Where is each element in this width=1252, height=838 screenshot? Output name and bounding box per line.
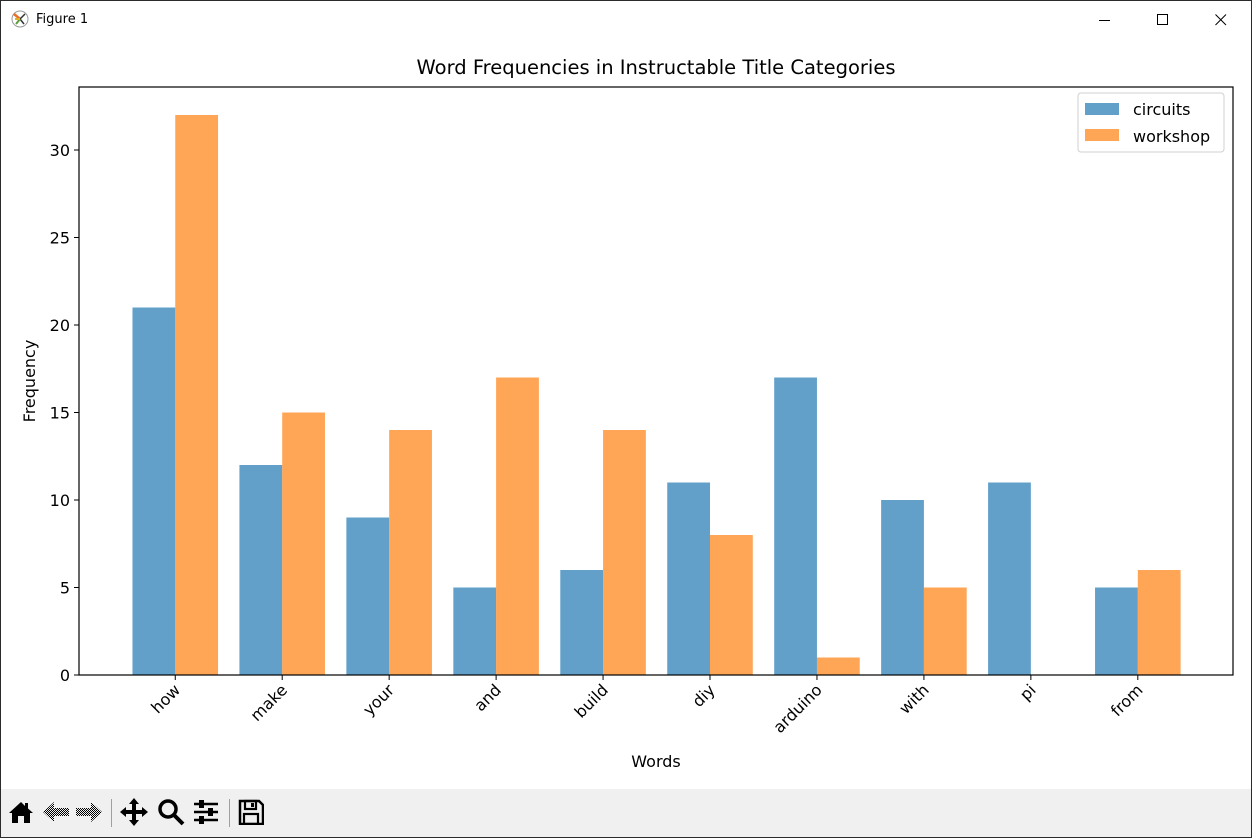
bar-circuits-make [239, 465, 283, 675]
plot-area-frame [78, 86, 1234, 676]
legend-label-workshop: workshop [1133, 127, 1210, 146]
x-tick-label-arduino: arduino [769, 680, 825, 736]
configure-subplots-button[interactable] [191, 797, 221, 827]
legend: circuits workshop [1077, 92, 1225, 153]
y-tick-label: 30 [50, 141, 70, 160]
close-button[interactable] [1192, 1, 1250, 39]
bar-circuits-your [346, 517, 390, 675]
y-tick-label: 5 [60, 579, 70, 598]
x-tick-label-build: build [571, 680, 612, 721]
y-axis: 0 5 10 15 20 25 30 [50, 141, 79, 685]
bar-workshop-build [603, 430, 646, 675]
home-button[interactable] [6, 797, 36, 827]
bar-circuits-with [881, 500, 924, 675]
x-tick-label-with: with [895, 680, 932, 717]
bar-workshop-diy [710, 535, 753, 675]
bars-group [132, 115, 1181, 675]
forward-arrow-icon [76, 802, 102, 822]
close-icon [1215, 14, 1227, 26]
y-tick-label: 15 [50, 404, 70, 423]
bar-circuits-build [560, 570, 604, 675]
x-tick-label-how: how [147, 680, 184, 717]
back-button[interactable] [41, 797, 71, 827]
x-tick-label-diy: diy [688, 680, 718, 710]
x-tick-label-pi: pi [1016, 680, 1040, 704]
legend-swatch-circuits [1085, 103, 1119, 115]
sliders-icon [194, 800, 218, 824]
bar-workshop-with [923, 587, 967, 675]
x-tick-label-and: and [470, 680, 505, 715]
bar-circuits-pi [988, 482, 1031, 675]
bar-chart: Word Frequencies in Instructable Title C… [20, 56, 1234, 771]
figure-canvas[interactable]: Word Frequencies in Instructable Title C… [1, 39, 1251, 789]
bar-workshop-from [1137, 570, 1181, 675]
move-icon [120, 798, 148, 826]
x-axis: how make your and build diy arduino with pi from [147, 675, 1147, 737]
bar-workshop-and [496, 377, 539, 675]
x-tick-label-your: your [359, 680, 398, 719]
bar-workshop-how [175, 115, 219, 675]
maximize-button[interactable] [1134, 1, 1192, 39]
window-title: Figure 1 [36, 12, 89, 27]
y-tick-label: 25 [50, 229, 70, 248]
zoom-button[interactable] [156, 797, 186, 827]
bar-workshop-your [389, 430, 432, 675]
minimize-icon [1099, 20, 1110, 21]
legend-swatch-workshop [1085, 129, 1119, 141]
maximize-icon [1157, 14, 1168, 25]
zoom-icon [158, 799, 185, 826]
y-tick-label: 0 [60, 666, 70, 685]
x-tick-label-from: from [1107, 680, 1147, 720]
toolbar-separator [111, 799, 112, 827]
title-bar: Figure 1 [1, 1, 1251, 39]
bar-circuits-from [1095, 587, 1138, 675]
toolbar-separator [229, 799, 230, 827]
forward-button[interactable] [74, 797, 104, 827]
bar-circuits-arduino [774, 377, 817, 675]
pan-button[interactable] [119, 797, 149, 827]
bar-circuits-how [132, 307, 176, 675]
back-arrow-icon [43, 802, 69, 822]
save-icon [238, 799, 264, 825]
minimize-button[interactable] [1076, 1, 1134, 39]
bar-circuits-diy [667, 482, 711, 675]
legend-label-circuits: circuits [1133, 100, 1190, 119]
bar-workshop-arduino [816, 657, 860, 675]
matplotlib-app-icon [11, 10, 29, 28]
y-tick-label: 20 [50, 316, 70, 335]
x-tick-label-make: make [247, 680, 292, 725]
home-icon [9, 802, 33, 823]
y-axis-label: Frequency [20, 340, 39, 423]
bar-workshop-make [282, 412, 325, 675]
y-tick-label: 10 [50, 491, 70, 510]
chart-title: Word Frequencies in Instructable Title C… [417, 56, 896, 79]
navigation-toolbar [1, 789, 1251, 837]
save-button[interactable] [236, 797, 266, 827]
x-axis-label: Words [631, 752, 680, 771]
bar-circuits-and [453, 587, 497, 675]
